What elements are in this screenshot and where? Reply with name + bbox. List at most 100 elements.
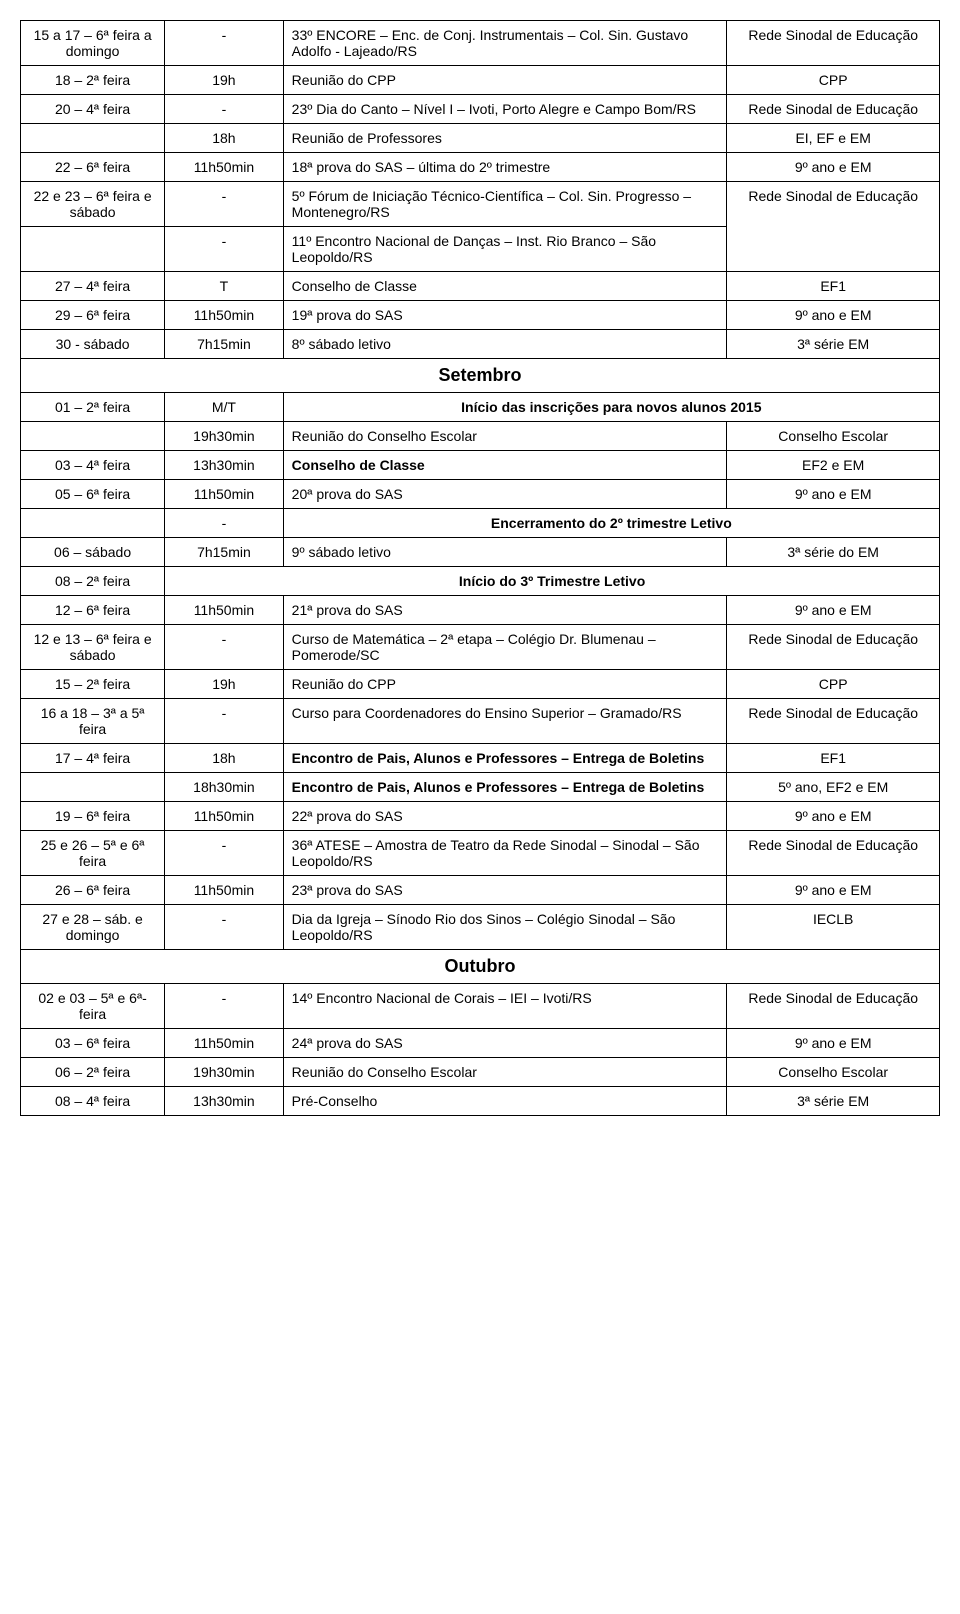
time-cell: 11h50min xyxy=(165,1029,284,1058)
table-row: Setembro xyxy=(21,359,940,393)
date-cell: 29 – 6ª feira xyxy=(21,301,165,330)
desc-cell: Conselho de Classe xyxy=(283,451,727,480)
date-cell: 06 – sábado xyxy=(21,538,165,567)
who-cell: Rede Sinodal de Educação xyxy=(727,984,940,1029)
time-cell: 18h30min xyxy=(165,773,284,802)
date-cell: 15 a 17 – 6ª feira a domingo xyxy=(21,21,165,66)
desc-cell: 21ª prova do SAS xyxy=(283,596,727,625)
time-cell: - xyxy=(165,831,284,876)
table-row: 05 – 6ª feira11h50min20ª prova do SAS9º … xyxy=(21,480,940,509)
desc-cell: 11º Encontro Nacional de Danças – Inst. … xyxy=(283,227,727,272)
time-cell: - xyxy=(165,21,284,66)
desc-cell: 19ª prova do SAS xyxy=(283,301,727,330)
table-row: 15 a 17 – 6ª feira a domingo-33º ENCORE … xyxy=(21,21,940,66)
month-header: Setembro xyxy=(21,359,940,393)
date-cell: 22 – 6ª feira xyxy=(21,153,165,182)
date-cell: 12 – 6ª feira xyxy=(21,596,165,625)
who-cell: Conselho Escolar xyxy=(727,1058,940,1087)
date-cell: 26 – 6ª feira xyxy=(21,876,165,905)
date-cell: 22 e 23 – 6ª feira e sábado xyxy=(21,182,165,227)
date-cell: 15 – 2ª feira xyxy=(21,670,165,699)
table-row: 20 – 4ª feira-23º Dia do Canto – Nível I… xyxy=(21,95,940,124)
table-row: 27 – 4ª feiraTConselho de ClasseEF1 xyxy=(21,272,940,301)
table-row: 25 e 26 – 5ª e 6ª feira-36ª ATESE – Amos… xyxy=(21,831,940,876)
time-cell: - xyxy=(165,984,284,1029)
date-cell: 27 e 28 – sáb. e domingo xyxy=(21,905,165,950)
date-cell xyxy=(21,227,165,272)
desc-cell: Reunião de Professores xyxy=(283,124,727,153)
who-cell: Rede Sinodal de Educação xyxy=(727,831,940,876)
desc-cell: Encerramento do 2º trimestre Letivo xyxy=(283,509,939,538)
table-row: 18hReunião de ProfessoresEI, EF e EM xyxy=(21,124,940,153)
table-row: 18h30minEncontro de Pais, Alunos e Profe… xyxy=(21,773,940,802)
who-cell: EF1 xyxy=(727,744,940,773)
who-cell: 9º ano e EM xyxy=(727,1029,940,1058)
table-row: 12 – 6ª feira11h50min21ª prova do SAS9º … xyxy=(21,596,940,625)
who-cell: 9º ano e EM xyxy=(727,802,940,831)
time-cell: M/T xyxy=(165,393,284,422)
date-cell: 25 e 26 – 5ª e 6ª feira xyxy=(21,831,165,876)
time-cell: - xyxy=(165,625,284,670)
date-cell: 30 - sábado xyxy=(21,330,165,359)
date-cell: 08 – 4ª feira xyxy=(21,1087,165,1116)
date-cell: 01 – 2ª feira xyxy=(21,393,165,422)
date-cell: 12 e 13 – 6ª feira e sábado xyxy=(21,625,165,670)
desc-cell: 8º sábado letivo xyxy=(283,330,727,359)
time-cell: 18h xyxy=(165,124,284,153)
table-row: 19h30minReunião do Conselho EscolarConse… xyxy=(21,422,940,451)
who-cell: 3ª série do EM xyxy=(727,538,940,567)
schedule-table: 15 a 17 – 6ª feira a domingo-33º ENCORE … xyxy=(20,20,940,1116)
time-cell: 11h50min xyxy=(165,480,284,509)
desc-cell: Encontro de Pais, Alunos e Professores –… xyxy=(283,773,727,802)
date-cell: 03 – 4ª feira xyxy=(21,451,165,480)
table-row: 18 – 2ª feira19hReunião do CPPCPP xyxy=(21,66,940,95)
date-cell xyxy=(21,422,165,451)
date-cell xyxy=(21,773,165,802)
time-cell: 11h50min xyxy=(165,153,284,182)
table-row: 30 - sábado7h15min8º sábado letivo3ª sér… xyxy=(21,330,940,359)
time-cell: 11h50min xyxy=(165,596,284,625)
who-cell: Rede Sinodal de Educação xyxy=(727,182,940,272)
desc-cell: 24ª prova do SAS xyxy=(283,1029,727,1058)
time-cell: 11h50min xyxy=(165,301,284,330)
time-cell: 11h50min xyxy=(165,802,284,831)
date-cell: 16 a 18 – 3ª a 5ª feira xyxy=(21,699,165,744)
time-cell: 19h30min xyxy=(165,422,284,451)
table-row: 08 – 4ª feira13h30minPré-Conselho3ª séri… xyxy=(21,1087,940,1116)
desc-cell: 33º ENCORE – Enc. de Conj. Instrumentais… xyxy=(283,21,727,66)
table-row: 12 e 13 – 6ª feira e sábado-Curso de Mat… xyxy=(21,625,940,670)
desc-cell: Reunião do CPP xyxy=(283,66,727,95)
desc-cell: Conselho de Classe xyxy=(283,272,727,301)
time-cell: 11h50min xyxy=(165,876,284,905)
time-cell: 19h xyxy=(165,670,284,699)
date-cell: 18 – 2ª feira xyxy=(21,66,165,95)
time-cell: - xyxy=(165,182,284,227)
time-cell: - xyxy=(165,509,284,538)
desc-cell: Reunião do Conselho Escolar xyxy=(283,422,727,451)
who-cell: EF1 xyxy=(727,272,940,301)
table-row: 29 – 6ª feira11h50min19ª prova do SAS9º … xyxy=(21,301,940,330)
who-cell: EF2 e EM xyxy=(727,451,940,480)
table-row: 17 – 4ª feira18hEncontro de Pais, Alunos… xyxy=(21,744,940,773)
table-row: 22 e 23 – 6ª feira e sábado-5º Fórum de … xyxy=(21,182,940,227)
table-row: 06 – sábado7h15min9º sábado letivo3ª sér… xyxy=(21,538,940,567)
time-cell: 19h30min xyxy=(165,1058,284,1087)
desc-cell: Encontro de Pais, Alunos e Professores –… xyxy=(283,744,727,773)
time-cell: - xyxy=(165,95,284,124)
date-cell: 03 – 6ª feira xyxy=(21,1029,165,1058)
who-cell: CPP xyxy=(727,66,940,95)
who-cell: 9º ano e EM xyxy=(727,876,940,905)
desc-cell: 36ª ATESE – Amostra de Teatro da Rede Si… xyxy=(283,831,727,876)
date-cell: 27 – 4ª feira xyxy=(21,272,165,301)
date-cell xyxy=(21,124,165,153)
table-row: 08 – 2ª feiraInício do 3º Trimestre Leti… xyxy=(21,567,940,596)
desc-cell: 18ª prova do SAS – última do 2º trimestr… xyxy=(283,153,727,182)
table-row: 01 – 2ª feiraM/TInício das inscrições pa… xyxy=(21,393,940,422)
date-cell: 08 – 2ª feira xyxy=(21,567,165,596)
time-cell: 7h15min xyxy=(165,538,284,567)
table-row: 19 – 6ª feira11h50min22ª prova do SAS9º … xyxy=(21,802,940,831)
table-row: -Encerramento do 2º trimestre Letivo xyxy=(21,509,940,538)
who-cell: Rede Sinodal de Educação xyxy=(727,95,940,124)
desc-cell: 23º Dia do Canto – Nível I – Ivoti, Port… xyxy=(283,95,727,124)
table-row: 06 – 2ª feira19h30minReunião do Conselho… xyxy=(21,1058,940,1087)
